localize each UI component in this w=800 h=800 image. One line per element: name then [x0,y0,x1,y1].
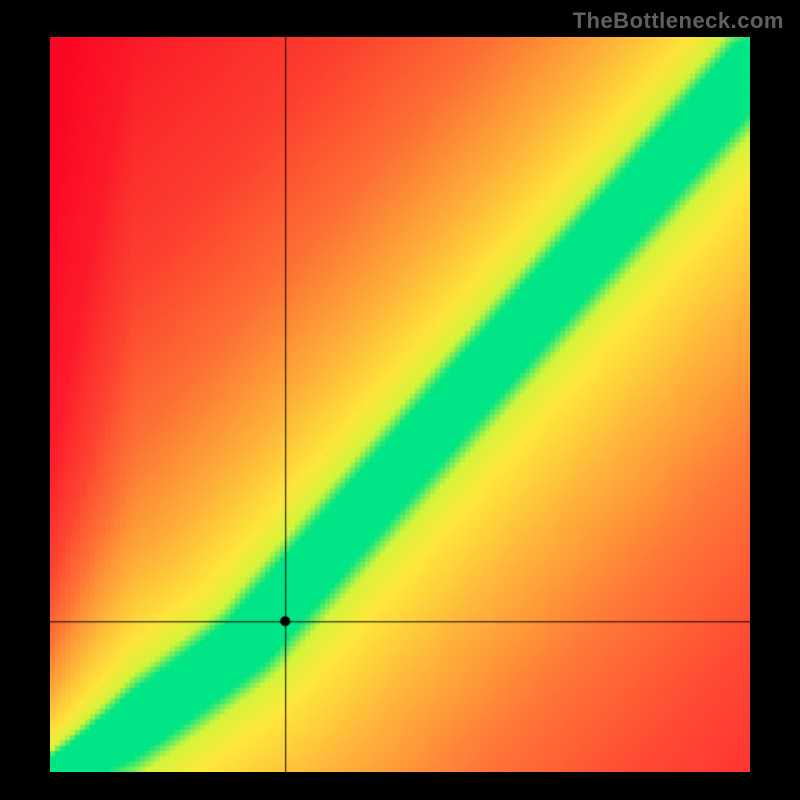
watermark: TheBottleneck.com [573,8,784,34]
heatmap-plot [50,37,750,772]
heatmap-canvas [50,37,750,772]
